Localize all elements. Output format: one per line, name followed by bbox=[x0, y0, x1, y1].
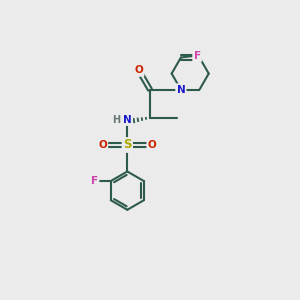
Text: O: O bbox=[134, 65, 143, 76]
Text: H: H bbox=[112, 115, 121, 125]
Text: S: S bbox=[123, 139, 132, 152]
Text: O: O bbox=[148, 140, 156, 150]
Text: N: N bbox=[123, 115, 132, 125]
Text: F: F bbox=[91, 176, 98, 186]
Text: N: N bbox=[176, 85, 185, 94]
Text: O: O bbox=[98, 140, 107, 150]
Text: F: F bbox=[194, 51, 201, 61]
